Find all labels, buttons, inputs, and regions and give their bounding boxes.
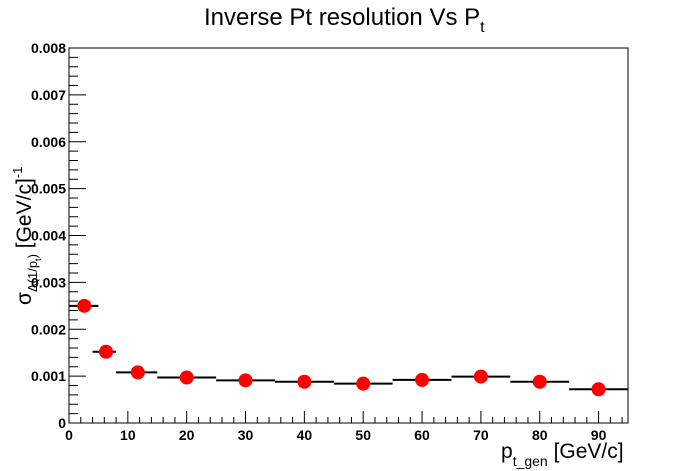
y-tick-label: 0.004 <box>31 228 66 244</box>
x-tick-label: 50 <box>355 427 371 443</box>
x-tick-label: 0 <box>65 427 73 443</box>
y-tick-label: 0.002 <box>31 321 66 337</box>
x-tick-label: 40 <box>297 427 313 443</box>
data-point <box>99 344 114 359</box>
data-point <box>532 374 547 389</box>
x-tick-label: 10 <box>120 427 136 443</box>
y-axis-label: σΔ(1/pt) [GeV/c]-1 <box>10 167 43 305</box>
x-axis-ticks <box>68 411 623 423</box>
data-point <box>238 373 253 388</box>
y-axis-ticks <box>69 47 86 424</box>
y-tick-label: 0.007 <box>31 87 66 103</box>
y-tick-label: 0.003 <box>31 274 66 290</box>
x-axis-tick-labels: 0 10 20 30 40 50 60 70 80 90 <box>65 427 606 443</box>
data-markers <box>77 298 606 397</box>
y-axis-tick-labels: 0 0.001 0.002 0.003 0.004 0.005 0.006 0.007 0.00… <box>31 40 66 431</box>
x-tick-label: 90 <box>591 427 607 443</box>
y-tick-label: 0 <box>58 415 66 431</box>
data-point <box>77 298 92 313</box>
data-point <box>473 369 488 384</box>
x-tick-label: 70 <box>473 427 489 443</box>
y-tick-label: 0.005 <box>31 181 66 197</box>
data-point <box>297 374 312 389</box>
y-tick-label: 0.006 <box>31 134 66 150</box>
x-tick-label: 30 <box>238 427 254 443</box>
plot-frame <box>68 47 629 424</box>
data-point <box>179 370 194 385</box>
y-tick-label: 0.008 <box>31 40 66 56</box>
data-point <box>356 376 371 391</box>
x-axis-label: pt_gen [GeV/c] <box>501 440 624 469</box>
data-point <box>415 372 430 387</box>
data-point <box>591 382 606 397</box>
chart-title: Inverse Pt resolution Vs Pt <box>204 4 485 36</box>
data-point <box>130 365 145 380</box>
x-tick-label: 80 <box>532 427 548 443</box>
y-tick-label: 0.001 <box>31 368 66 384</box>
x-tick-label: 60 <box>414 427 430 443</box>
x-tick-label: 20 <box>179 427 195 443</box>
